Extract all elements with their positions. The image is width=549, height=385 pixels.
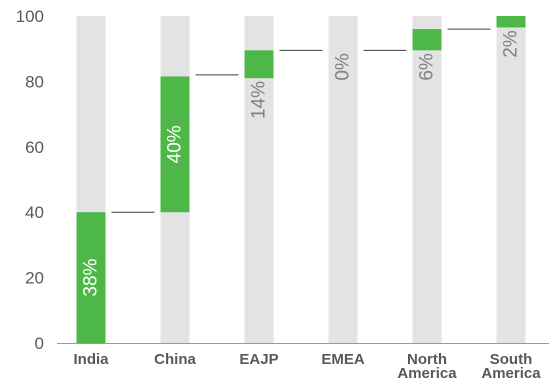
bar-segment [244,50,274,79]
y-tick-label: 60 [25,138,44,157]
value-label: 2% [501,30,522,58]
background-bar [496,16,526,343]
background-bar [328,16,358,343]
value-label: 14% [249,81,270,119]
category-label: North [407,351,447,368]
background-bar [412,16,442,343]
y-tick-label: 40 [25,203,44,222]
bar-segment [496,16,526,28]
category-label: India [73,351,109,368]
y-axis-ticks: 0 20 40 60 80 100 [16,7,44,353]
bar-segment [412,29,442,51]
category-label: America [397,365,457,382]
value-label: 40% [165,125,186,163]
category-label: America [481,365,541,382]
value-label: 6% [417,53,438,81]
value-label: 38% [81,258,102,296]
connectors [111,28,491,213]
bars [76,16,526,343]
category-label: South [490,351,533,368]
value-labels: 38% 40% 14% 0% 6% 2% [81,30,522,296]
y-tick-label: 0 [35,334,44,353]
bar-segment [76,212,106,343]
category-label: EMEA [321,351,365,368]
category-labels: India China EAJP EMEA NorthAmericaSouthAmeri… [73,351,541,382]
category-label: China [154,351,196,368]
y-tick-label: 100 [16,7,44,26]
y-tick-label: 20 [25,269,44,288]
y-tick-label: 80 [25,72,44,91]
category-label: EAJP [239,351,278,368]
value-label: 0% [333,53,354,81]
bar-segment [160,76,190,213]
